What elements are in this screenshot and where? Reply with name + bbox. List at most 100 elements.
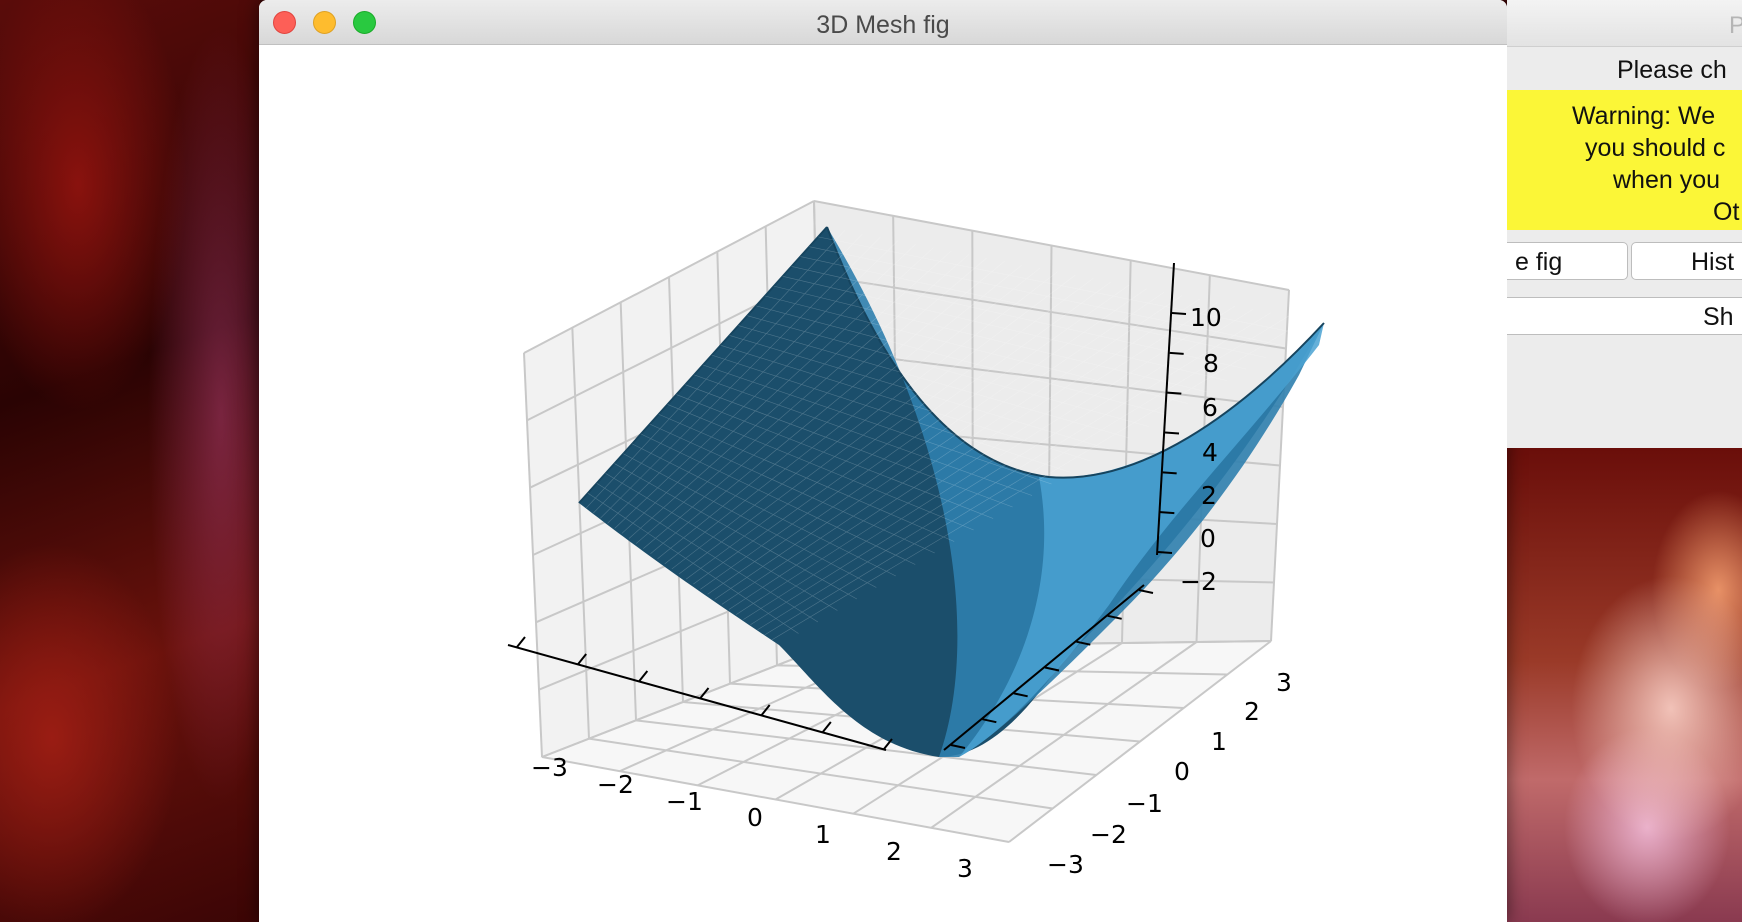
grid-line — [1008, 640, 1272, 843]
mesh-line — [693, 281, 1112, 585]
z-tick-label: 4 — [1202, 438, 1218, 467]
mesh-line — [650, 261, 1005, 554]
mesh-line — [685, 384, 1013, 508]
y-axis-tick — [950, 744, 966, 749]
hist-button[interactable]: Hist — [1631, 242, 1742, 280]
mesh-line — [607, 240, 899, 524]
x-tick-label: 0 — [747, 803, 763, 832]
mesh-line — [707, 288, 1147, 595]
x-axis-tick — [822, 721, 832, 733]
y-axis-tick — [1107, 614, 1122, 620]
mesh-surface[interactable] — [578, 226, 1325, 757]
mesh-line — [757, 312, 1271, 631]
show-button[interactable]: Sh — [1507, 297, 1742, 335]
x-tick-label: −1 — [666, 787, 703, 816]
warning-banner: Warning: We you should c when you Ot — [1507, 90, 1742, 230]
z-axis-tick — [1169, 351, 1184, 355]
y-tick-label: −2 — [1090, 820, 1127, 849]
close-button[interactable] — [273, 11, 296, 34]
mesh-line — [585, 230, 845, 509]
x-axis-tick — [699, 687, 710, 699]
warning-text: you should c — [1585, 134, 1726, 162]
y-tick-label: 3 — [1276, 668, 1292, 697]
surface-plot[interactable]: 10 8 6 4 2 0 −2 −3 −2 −1 0 1 2 3 −3 −2 −… — [259, 45, 1507, 922]
mesh-line — [685, 278, 1094, 580]
x-axis-tick — [883, 738, 893, 750]
prompt-label: Please ch — [1617, 56, 1727, 84]
x-tick-label: −2 — [597, 770, 634, 799]
fig-button[interactable]: e fig — [1507, 242, 1628, 280]
zoom-button[interactable] — [353, 11, 376, 34]
mesh-line — [720, 344, 1091, 462]
mesh-line — [714, 291, 1165, 600]
z-axis-tick — [1162, 471, 1177, 475]
mesh-line — [605, 473, 838, 611]
mesh-line — [764, 315, 1289, 636]
z-axis-tick — [1160, 511, 1175, 515]
mesh-line — [667, 404, 974, 531]
mesh-line — [694, 374, 1033, 496]
y-axis-tick — [1013, 692, 1028, 698]
x-tick-label: 2 — [886, 837, 902, 866]
y-axis-tick — [1044, 666, 1060, 672]
x-tick-label: 1 — [815, 820, 831, 849]
mesh-line — [643, 257, 987, 549]
mesh-line — [596, 483, 819, 623]
mesh-line — [658, 414, 955, 542]
window-titlebar[interactable]: 3D Mesh fig — [259, 0, 1507, 45]
grid-line — [523, 200, 815, 354]
mesh-line — [678, 274, 1076, 575]
mesh-line — [711, 354, 1072, 473]
axis-ticks — [516, 312, 1187, 750]
options-window: P Please ch Warning: We you should c whe… — [1507, 0, 1742, 448]
mesh-line — [649, 423, 935, 554]
z-tick-label: 10 — [1190, 303, 1222, 332]
grid-line — [815, 274, 1287, 350]
mesh-line — [628, 250, 952, 539]
mesh-line — [735, 302, 1218, 615]
x-axis-tick — [577, 653, 587, 665]
mesh-figure-window: 3D Mesh fig 10 8 6 4 2 0 −2 −3 — [259, 0, 1507, 922]
warning-text: when you — [1613, 166, 1721, 194]
mesh-line — [671, 271, 1058, 570]
options-window-titlebar[interactable]: P — [1507, 0, 1742, 47]
mesh-line — [623, 453, 877, 588]
warning-text: Ot — [1713, 198, 1740, 226]
mesh-line — [756, 305, 1169, 416]
y-tick-label: 0 — [1174, 757, 1190, 786]
mesh-line — [743, 305, 1236, 620]
mesh-line — [773, 285, 1208, 393]
mesh-line — [747, 315, 1149, 427]
desktop-wallpaper-right — [1505, 448, 1742, 922]
warning-text: Warning: We — [1572, 102, 1716, 130]
z-axis-tick — [1171, 312, 1187, 315]
mesh-line — [587, 492, 799, 634]
y-axis-tick — [1076, 640, 1091, 646]
minimize-button[interactable] — [313, 11, 336, 34]
options-window-title: P — [1729, 12, 1742, 39]
mesh-line — [721, 295, 1183, 605]
mesh-line — [593, 233, 863, 514]
mesh-line — [800, 256, 1266, 358]
y-tick-label: 1 — [1211, 727, 1227, 756]
y-tick-label: 2 — [1244, 697, 1260, 726]
mesh-line — [664, 267, 1041, 565]
mesh-line — [700, 285, 1129, 590]
y-tick-label: −3 — [1047, 850, 1084, 879]
mesh-line — [657, 264, 1023, 560]
mesh-line — [600, 237, 881, 519]
mesh-line — [738, 325, 1130, 439]
mesh-line — [764, 295, 1188, 404]
mesh-line — [640, 433, 916, 565]
mesh-line — [771, 319, 1307, 641]
surface-highlight — [959, 323, 1324, 757]
z-axis-tick — [1157, 551, 1173, 554]
mesh-line — [614, 463, 858, 600]
z-tick-label: 2 — [1201, 481, 1217, 510]
x-tick-label: 3 — [957, 854, 973, 883]
mesh-line — [702, 364, 1052, 485]
window-title: 3D Mesh fig — [816, 11, 950, 39]
y-axis-tick — [982, 718, 997, 724]
mesh-line — [809, 246, 1286, 347]
mesh-line — [728, 298, 1200, 610]
